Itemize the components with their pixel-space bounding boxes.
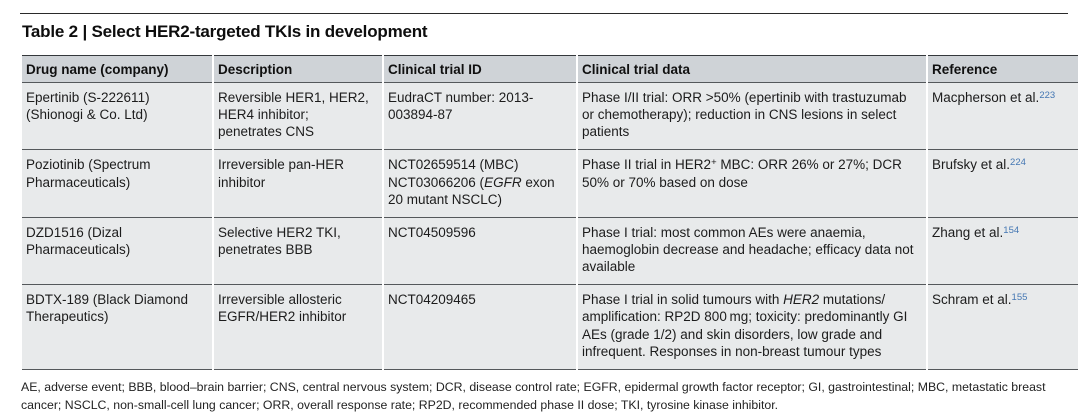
- cell-reference: Schram et al.155: [928, 285, 1078, 370]
- trial-id-text: exon 20 mutant NSCLC): [388, 174, 555, 207]
- cell-trial-data: Phase I trial in solid tumours with HER2…: [578, 285, 926, 370]
- gene-symbol: HER2: [783, 292, 820, 308]
- cell-reference: Zhang et al.154: [928, 217, 1078, 286]
- trial-data-text: amplification: RP2D 800 mg; toxicity: pr…: [582, 309, 908, 359]
- page-title: Table 2 | Select HER2-targeted TKIs in d…: [22, 22, 428, 41]
- table-row: Poziotinib (Spectrum Pharmaceuticals) Ir…: [22, 150, 1078, 218]
- table-row: BDTX-189 (Black Diamond Therapeutics) Ir…: [22, 285, 1078, 370]
- cell-description: Irreversible pan-HER inhibitor: [214, 150, 382, 218]
- citation-link[interactable]: 224: [1010, 157, 1026, 169]
- cell-reference: Brufsky et al.224: [928, 150, 1078, 218]
- cell-description: Reversible HER1, HER2, HER4 inhibitor; p…: [214, 83, 382, 151]
- trial-id-text: NCT02659514 (MBC) NCT03066206 (: [388, 157, 519, 190]
- her2-plus-superscript: +: [711, 157, 717, 169]
- reference-text: Schram et al.: [932, 292, 1012, 308]
- cell-drug-name: Poziotinib (Spectrum Pharmaceuticals): [22, 150, 212, 218]
- cell-trial-data: Phase II trial in HER2+ MBC: ORR 26% or …: [578, 150, 926, 218]
- title-top-rule: [20, 13, 1068, 14]
- column-header-reference: Reference: [928, 55, 1078, 83]
- reference-text: Zhang et al.: [932, 224, 1004, 240]
- trial-data-text: mutations/: [819, 292, 886, 308]
- gene-symbol: EGFR: [484, 174, 522, 190]
- cell-trial-id: NCT02659514 (MBC) NCT03066206 (EGFR exon…: [384, 150, 576, 218]
- cell-drug-name: DZD1516 (Dizal Pharmaceuticals): [22, 217, 212, 286]
- column-header-drug-name: Drug name (company): [22, 55, 212, 83]
- tki-table: Drug name (company) Description Clinical…: [20, 55, 1080, 370]
- cell-reference: Macpherson et al.223: [928, 83, 1078, 151]
- table-header-row: Drug name (company) Description Clinical…: [22, 55, 1078, 83]
- cell-trial-id: NCT04209465: [384, 285, 576, 370]
- citation-link[interactable]: 223: [1039, 89, 1056, 101]
- cell-trial-id: NCT04509596: [384, 217, 576, 286]
- cell-description: Selective HER2 TKI, penetrates BBB: [214, 217, 382, 286]
- reference-text: Macpherson et al.: [932, 90, 1040, 105]
- trial-data-text: Phase I trial in solid tumours with: [582, 292, 784, 308]
- cell-drug-name: Epertinib (S-222611) (Shionogi & Co. Ltd…: [22, 83, 212, 151]
- cell-trial-data: Phase I/II trial: ORR >50% (epertinib wi…: [578, 83, 926, 151]
- citation-link[interactable]: 155: [1011, 292, 1028, 303]
- table-footnote: AE, adverse event; BBB, blood–brain barr…: [21, 379, 1046, 413]
- table-row: Epertinib (S-222611) (Shionogi & Co. Ltd…: [22, 83, 1078, 151]
- reference-text: Brufsky et al.: [932, 157, 1011, 173]
- cell-trial-data: Phase I trial: most common AEs were anae…: [578, 217, 926, 286]
- column-header-description: Description: [214, 55, 382, 83]
- column-header-trial-id: Clinical trial ID: [384, 55, 576, 83]
- trial-data-text: MBC: ORR 26% or 27%; DCR 50% or 70% base…: [582, 157, 902, 190]
- cell-drug-name: BDTX-189 (Black Diamond Therapeutics): [22, 285, 212, 370]
- trial-data-text: Phase II trial in HER2: [582, 157, 712, 173]
- citation-link[interactable]: 154: [1003, 224, 1020, 236]
- column-header-trial-data: Clinical trial data: [578, 55, 926, 83]
- table-row: DZD1516 (Dizal Pharmaceuticals) Selectiv…: [22, 217, 1078, 286]
- cell-trial-id: EudraCT number: 2013-003894-87: [384, 83, 576, 151]
- cell-description: Irreversible allosteric EGFR/HER2 inhibi…: [214, 285, 382, 370]
